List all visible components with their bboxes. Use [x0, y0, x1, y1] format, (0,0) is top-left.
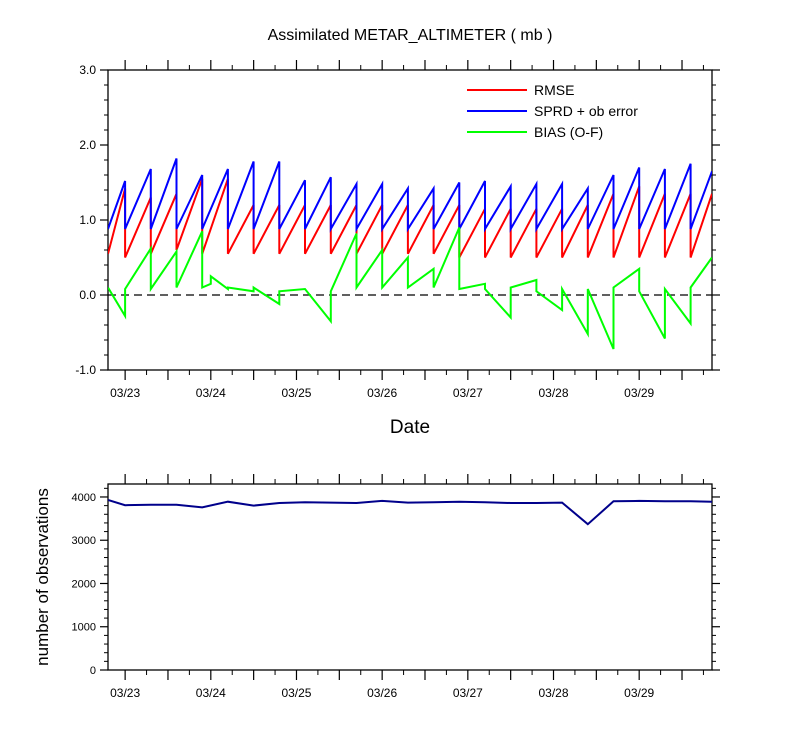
x-axis-label: Date [390, 417, 430, 438]
x-tick-label: 03/27 [453, 686, 483, 700]
series-line-sprd-ob-error [108, 158, 712, 233]
legend-label: BIAS (O-F) [534, 124, 603, 140]
y-tick-label: -1.0 [75, 363, 96, 377]
y-tick-label: 2.0 [79, 138, 96, 152]
x-tick-label: 03/25 [281, 686, 311, 700]
x-tick-label: 03/28 [538, 386, 568, 400]
y-tick-label: 3000 [72, 535, 96, 547]
x-tick-label: 03/27 [453, 386, 483, 400]
y-tick-label: 4000 [72, 492, 96, 504]
y-tick-label: 3.0 [79, 63, 96, 77]
x-tick-label: 03/26 [367, 686, 397, 700]
plot-frame [107, 483, 713, 671]
x-tick-label: 03/23 [110, 686, 140, 700]
x-tick-label: 03/28 [538, 686, 568, 700]
x-tick-label: 03/26 [367, 386, 397, 400]
x-tick-label: 03/29 [624, 386, 654, 400]
legend-label: SPRD + ob error [534, 103, 638, 119]
x-tick-label: 03/25 [281, 386, 311, 400]
x-tick-label: 03/24 [196, 386, 226, 400]
series-line-bias-o-f [108, 227, 712, 350]
bottom-chart-panel: 03/23 03/24 03/25 03/26 03/27 03/28 03/29 0 1000… [33, 474, 720, 700]
top-chart-panel: 03/23 03/24 03/25 03/26 03/27 03/28 03/29 -1.0 0… [75, 27, 720, 438]
chart-title: Assimilated METAR_ALTIMETER ( mb ) [268, 27, 553, 44]
legend-label: RMSE [534, 82, 574, 98]
y-tick-label: 1000 [72, 622, 96, 634]
x-tick-label: 03/23 [110, 386, 140, 400]
y-tick-label: 1.0 [79, 213, 96, 227]
y-tick-label: 0 [90, 665, 96, 677]
y-tick-label: 0.0 [79, 288, 96, 302]
y-axis-label: number of observations [33, 488, 52, 666]
series-line-observations [108, 499, 712, 526]
y-tick-label: 2000 [72, 578, 96, 590]
x-tick-label: 03/29 [624, 686, 654, 700]
series-line-rmse [108, 178, 712, 258]
x-tick-label: 03/24 [196, 686, 226, 700]
